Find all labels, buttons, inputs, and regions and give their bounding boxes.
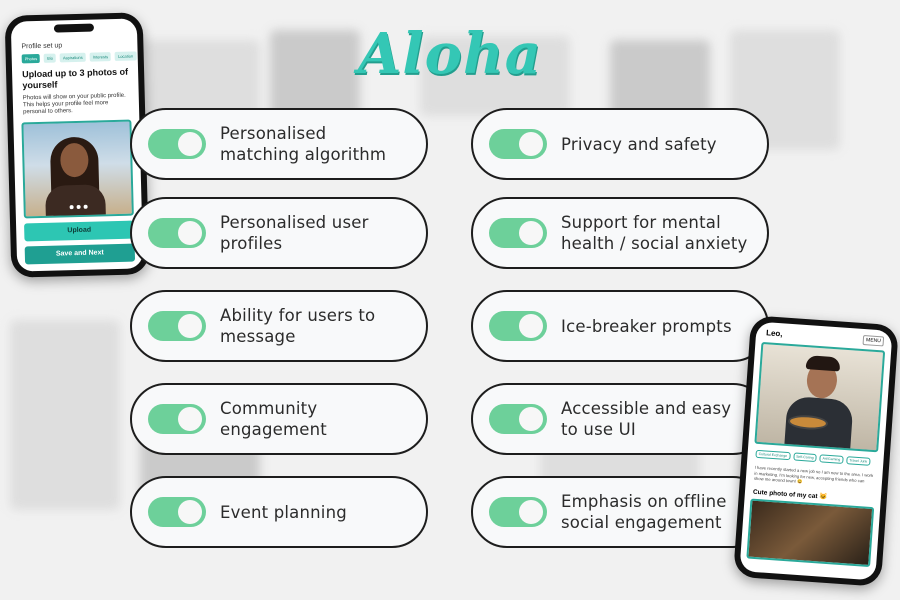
toggle-switch[interactable] (489, 311, 547, 341)
feature-label: Emphasis on offline social engagement (561, 492, 727, 532)
feature-event-planning: Event planning (130, 476, 428, 548)
feature-mental-health: Support for mental health / social anxie… (471, 197, 769, 269)
menu-button[interactable]: MENU (862, 335, 885, 347)
feature-privacy-safety: Privacy and safety (471, 108, 769, 180)
carousel-dot (69, 205, 74, 210)
feature-label: Personalised user profiles (220, 213, 369, 253)
toggle-knob (519, 221, 543, 245)
upload-subtitle: Photos will show on your public profile.… (22, 92, 126, 116)
phone-screen: Leo, MENU Cultural Exchange Self-Caring … (739, 321, 893, 581)
interest-chip: Self-Caring (792, 452, 817, 463)
tab-photos[interactable]: Photos (21, 53, 41, 64)
tab-bio[interactable]: Bio (44, 53, 57, 63)
save-and-next-button[interactable]: Save and Next (24, 243, 136, 265)
feature-label: Privacy and safety (561, 134, 717, 154)
toggle-switch[interactable] (148, 129, 206, 159)
interest-chip: Travel Junk (845, 456, 871, 466)
feature-accessible-ui: Accessible and easy to use UI (471, 383, 769, 455)
feature-matching-algorithm: Personalised matching algorithm (130, 108, 428, 180)
tab-location[interactable]: Location (114, 51, 137, 61)
toggle-switch[interactable] (148, 311, 206, 341)
toggle-knob (178, 132, 202, 156)
hair-shape (805, 355, 841, 372)
toggle-knob (519, 132, 543, 156)
upload-title: Upload up to 3 photos of yourself (22, 66, 129, 91)
body-shape (45, 184, 107, 219)
user-profile-phone: Leo, MENU Cultural Exchange Self-Caring … (733, 315, 899, 587)
toggle-switch[interactable] (489, 497, 547, 527)
toggle-switch[interactable] (148, 497, 206, 527)
feature-label: Ice-breaker prompts (561, 316, 732, 336)
phone-notch (53, 23, 95, 33)
toggle-knob (519, 314, 543, 338)
toggle-switch[interactable] (148, 404, 206, 434)
feature-label: Community engagement (220, 399, 327, 439)
feature-messaging: Ability for users to message (130, 290, 428, 362)
feature-label: Event planning (220, 502, 347, 522)
feature-community-engagement: Community engagement (130, 383, 428, 455)
phone-screen: Profile set up Photos Bio Aspirations In… (10, 18, 144, 272)
tab-interests[interactable]: Interests (89, 52, 112, 62)
upload-button[interactable]: Upload (24, 220, 135, 242)
toggle-knob (519, 500, 543, 524)
toggle-knob (178, 407, 202, 431)
tab-aspirations[interactable]: Aspirations (59, 52, 86, 63)
feature-label: Accessible and easy to use UI (561, 399, 732, 439)
interest-chip: Art/Gaming (819, 454, 844, 464)
man-profile-photo (754, 341, 886, 453)
toggle-switch[interactable] (489, 218, 547, 248)
feature-label: Support for mental health / social anxie… (561, 213, 748, 253)
toggle-switch[interactable] (489, 129, 547, 159)
toggle-knob (519, 407, 543, 431)
woman-profile-photo (21, 119, 134, 219)
feature-icebreaker: Ice-breaker prompts (471, 290, 769, 362)
feature-user-profiles: Personalised user profiles (130, 197, 428, 269)
toggle-switch[interactable] (489, 404, 547, 434)
profile-setup-phone: Profile set up Photos Bio Aspirations In… (4, 12, 150, 278)
toggle-knob (178, 314, 202, 338)
interest-chip: Cultural Exchange (755, 449, 791, 461)
feature-offline-engagement: Emphasis on offline social engagement (471, 476, 769, 548)
cat-photo (746, 498, 875, 567)
feature-label: Ability for users to message (220, 306, 376, 346)
carousel-dots (69, 204, 88, 210)
toggle-knob (178, 500, 202, 524)
aloha-logo: Aloha (357, 21, 543, 87)
carousel-dot (76, 204, 81, 210)
feature-label: Personalised matching algorithm (220, 124, 387, 164)
toggle-knob (178, 221, 202, 245)
carousel-dot (83, 204, 88, 209)
toggle-switch[interactable] (148, 218, 206, 248)
